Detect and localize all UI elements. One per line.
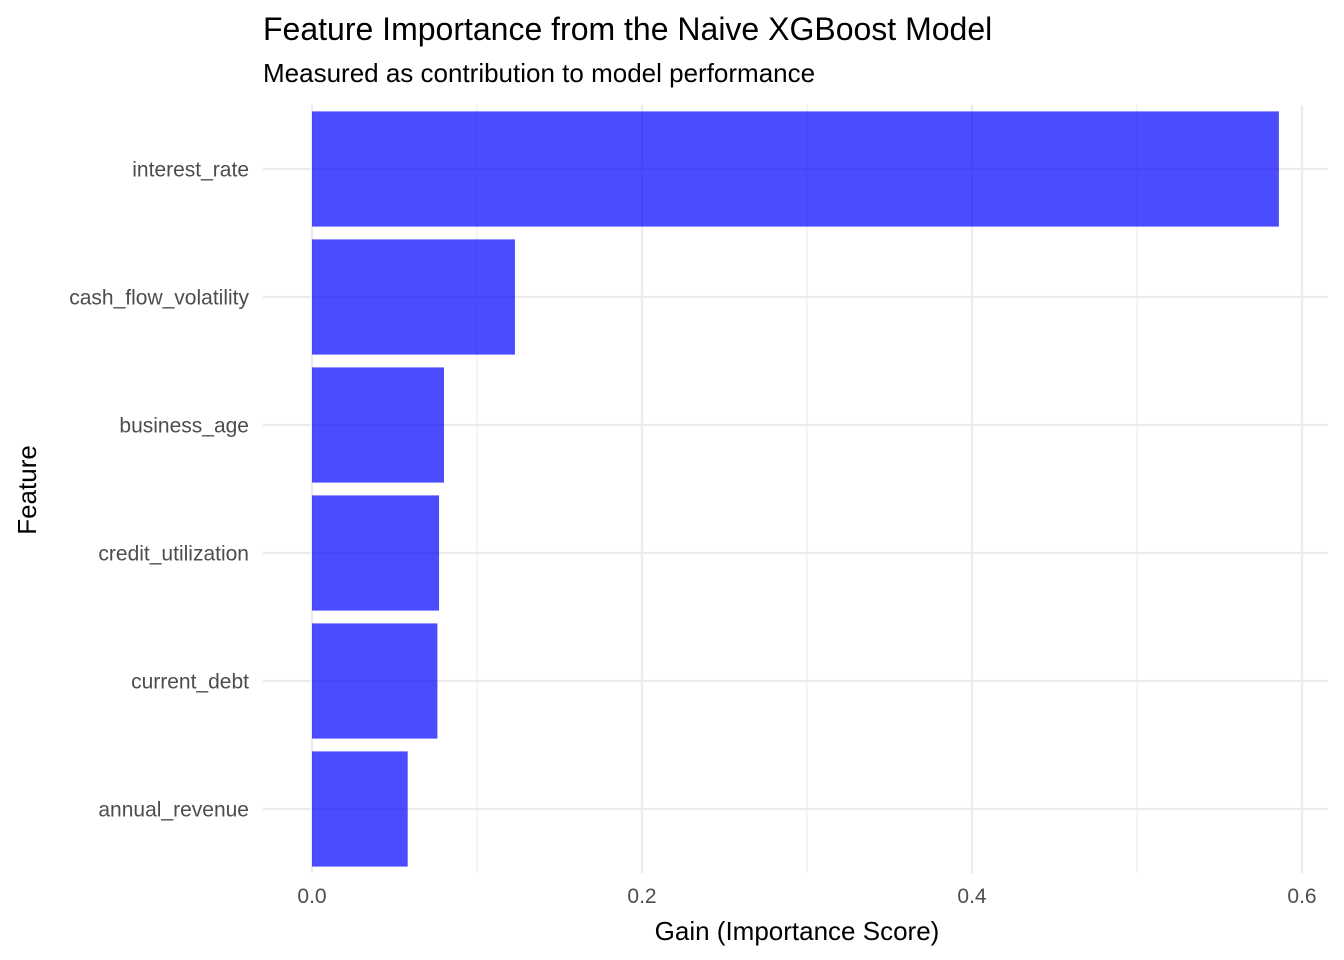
y-tick-label: cash_flow_volatility [69, 287, 249, 310]
bar-credit-utilization [312, 495, 440, 611]
y-tick-label: current_debt [131, 671, 249, 694]
bar-layer [312, 111, 1279, 867]
bar-current-debt [312, 623, 438, 739]
y-tick-label: interest_rate [132, 159, 249, 182]
bar-business-age [312, 367, 444, 483]
grid-layer [263, 105, 1328, 873]
x-tick-label: 0.2 [627, 885, 656, 908]
chart-title: Feature Importance from the Naive XGBoos… [263, 11, 992, 47]
y-tick-label: credit_utilization [98, 543, 249, 566]
x-tick-label: 0.6 [1287, 885, 1316, 908]
y-axis-title: Feature [12, 445, 42, 535]
bar-interest-rate [312, 111, 1279, 227]
x-tick-label: 0.0 [297, 885, 326, 908]
x-axis-title: Gain (Importance Score) [655, 916, 940, 946]
bar-cash-flow-volatility [312, 239, 515, 355]
x-tick-label: 0.4 [957, 885, 987, 908]
axis-layer: interest_rate cash_flow_volatilitybusines… [69, 159, 1316, 909]
bar-annual-revenue [312, 751, 408, 867]
y-tick-label: annual_revenue [98, 799, 249, 822]
chart-subtitle: Measured as contribution to model perfor… [263, 58, 815, 88]
y-tick-label: business_age [119, 415, 249, 438]
